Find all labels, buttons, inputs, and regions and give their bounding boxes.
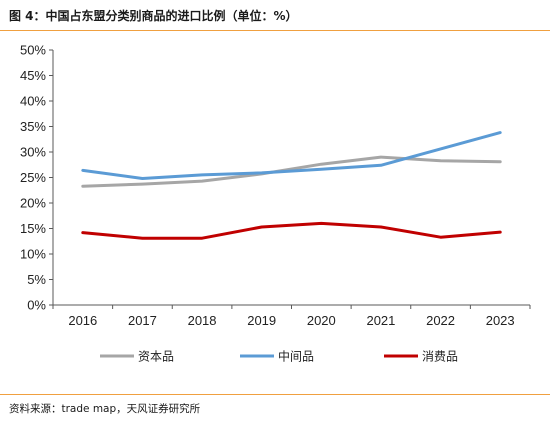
legend-label: 中间品 bbox=[278, 349, 314, 364]
y-tick-label: 40% bbox=[20, 94, 46, 109]
y-tick-labels: 0% 5% 10% 15% 20% 25% 30% 35% 40% 45% 50% bbox=[20, 43, 46, 313]
y-tick-label: 20% bbox=[20, 196, 46, 211]
y-tick-label: 35% bbox=[20, 119, 46, 134]
y-tick-label: 5% bbox=[27, 272, 46, 287]
x-tick-label: 2017 bbox=[128, 313, 157, 328]
x-tick-label: 2023 bbox=[486, 313, 515, 328]
figure-title: 图 4：中国占东盟分类别商品的进口比例（单位：%） bbox=[9, 9, 298, 23]
series-lines bbox=[81, 131, 502, 240]
x-tick-label: 2016 bbox=[68, 313, 97, 328]
y-tick-label: 50% bbox=[20, 43, 46, 58]
y-tick-label: 15% bbox=[20, 221, 46, 236]
x-tick-label: 2019 bbox=[247, 313, 276, 328]
y-tick-label: 30% bbox=[20, 145, 46, 160]
y-tick-label: 45% bbox=[20, 68, 46, 83]
series-line bbox=[81, 155, 502, 188]
title-rule bbox=[0, 30, 550, 31]
x-tick-label: 2020 bbox=[307, 313, 336, 328]
source-note: 资料来源：trade map，天风证券研究所 bbox=[9, 403, 201, 415]
y-tick-label: 0% bbox=[27, 298, 46, 313]
legend: 资本品 中间品 消费品 bbox=[100, 349, 458, 364]
x-tick-labels: 2016 2017 2018 2019 2020 2021 2022 2023 bbox=[68, 313, 514, 328]
x-tick-label: 2022 bbox=[426, 313, 455, 328]
legend-label: 资本品 bbox=[138, 350, 174, 364]
y-tick-label: 10% bbox=[20, 247, 46, 262]
legend-label: 消费品 bbox=[422, 350, 458, 364]
footer-rule bbox=[0, 394, 550, 395]
series-line bbox=[81, 131, 502, 180]
chart-axes bbox=[49, 49, 531, 309]
series-line bbox=[81, 221, 502, 240]
y-tick-label: 25% bbox=[20, 170, 46, 185]
x-tick-label: 2018 bbox=[188, 313, 217, 328]
x-tick-label: 2021 bbox=[366, 313, 395, 328]
